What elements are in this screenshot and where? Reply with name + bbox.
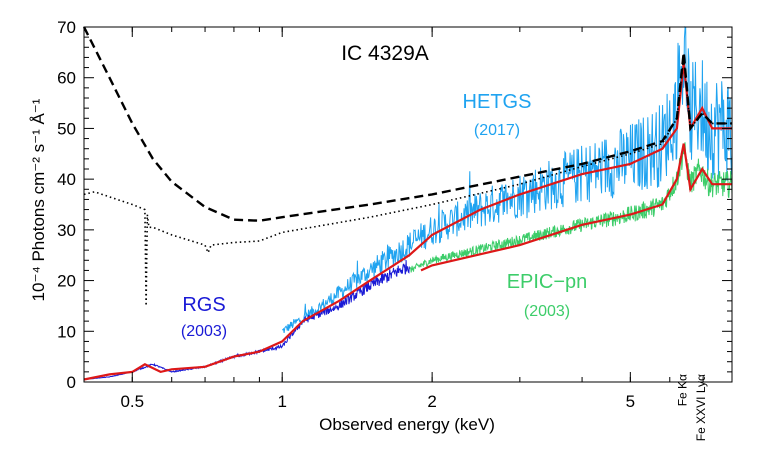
series-intrinsic-dashed [82, 26, 732, 222]
series-hetgs [281, 25, 733, 333]
y-axis-title: 10⁻⁴ Photons cm⁻² s⁻¹ Å⁻¹ [29, 98, 48, 301]
x-axis-title: Observed energy (keV) [319, 415, 495, 434]
x-tick-label: 5 [626, 392, 635, 411]
series-model-epic [420, 143, 732, 272]
y-tick-label: 30 [57, 221, 76, 240]
line-label-fe-xxvi: Fe XXVI Lyα [694, 374, 708, 441]
y-tick-label: 70 [57, 18, 76, 37]
series-epic [408, 142, 733, 273]
label-rgs-year: (2003) [181, 323, 227, 340]
label-epic-pn: EPIC−pn [507, 271, 588, 293]
y-tick-label: 50 [57, 119, 76, 138]
label-rgs: RGS [182, 294, 225, 316]
x-tick-label: 0.5 [120, 392, 144, 411]
label-hetgs: HETGS [463, 91, 532, 113]
y-tick-label: 10 [57, 322, 76, 341]
plot-frame [83, 26, 733, 383]
labels-layer: HETGS (2017) EPIC−pn (2003) RGS (2003) Fe Kα Fe… [181, 91, 708, 441]
y-tick-label: 20 [57, 272, 76, 291]
chart-title: IC 4329A [341, 42, 429, 65]
y-tick-label: 0 [67, 373, 76, 392]
x-tick-label: 1 [277, 392, 286, 411]
x-tick-label: 2 [427, 392, 436, 411]
label-epic-pn-year: (2003) [524, 303, 570, 320]
y-tick-label: 40 [57, 170, 76, 189]
line-label-fe-ka: Fe Kα [676, 374, 690, 406]
label-hetgs-year: (2017) [474, 122, 520, 139]
series-layer [82, 25, 733, 381]
y-tick-label: 60 [57, 69, 76, 88]
